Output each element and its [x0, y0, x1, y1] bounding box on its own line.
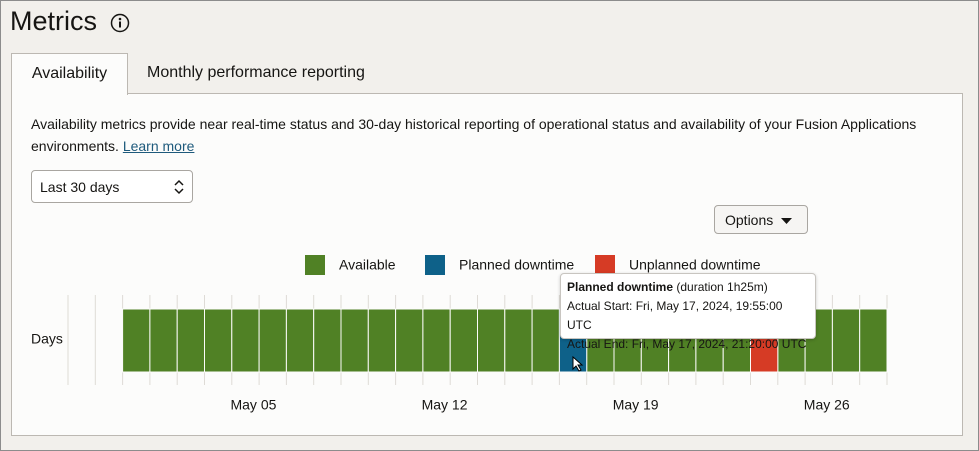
- day-cell: [367, 308, 397, 373]
- legend-swatch: [595, 255, 615, 275]
- learn-more-link[interactable]: Learn more: [122, 138, 195, 154]
- day-cell: [149, 308, 178, 373]
- tooltip: Planned downtime (duration 1h25m) Actual…: [560, 273, 816, 351]
- title-text: Metrics: [10, 6, 97, 36]
- tooltip-header: Planned downtime (duration 1h25m): [567, 278, 809, 297]
- day-cell: [831, 308, 861, 373]
- day-cell: [531, 308, 560, 373]
- x-tick-label: May 26: [804, 397, 850, 413]
- tooltip-title: Planned downtime: [567, 280, 674, 294]
- day-cell: [285, 308, 315, 373]
- x-tick-label: May 19: [613, 397, 659, 413]
- day-cell: [395, 308, 424, 373]
- day-cell: [122, 308, 151, 373]
- legend-swatch: [425, 255, 445, 275]
- day-cell: [449, 308, 479, 373]
- day-cell: [859, 308, 888, 373]
- caret: [781, 218, 792, 224]
- day-cell: [176, 308, 205, 373]
- legend-label: Unplanned downtime: [629, 257, 761, 273]
- day-cell: [204, 308, 233, 373]
- cursor: [572, 355, 584, 372]
- page-title: Metrics: [10, 6, 131, 37]
- legend-label: Available: [339, 257, 396, 273]
- day-cell: [258, 308, 287, 373]
- day-cell: [231, 308, 260, 373]
- day-cell: [422, 308, 451, 373]
- tab-active[interactable]: Availability: [11, 53, 128, 95]
- day-cell: [477, 308, 506, 373]
- select-text: Last 30 days: [40, 179, 120, 195]
- tooltip-end: Actual End: Fri, May 17, 2024, 21:20:00 …: [567, 337, 807, 351]
- legend-label: Planned downtime: [459, 257, 574, 273]
- options-text: Options: [725, 212, 774, 228]
- tab-panel: [11, 93, 963, 436]
- legend-swatch: [305, 255, 325, 275]
- options-button[interactable]: Options: [714, 205, 808, 234]
- tab[interactable]: Monthly performance reporting: [147, 64, 365, 81]
- x-tick-label: May 05: [230, 397, 276, 413]
- select-chevron: [174, 179, 184, 195]
- y-axis-label: Days: [31, 331, 63, 347]
- day-cell: [340, 308, 369, 373]
- day-cell: [504, 308, 533, 373]
- period-select[interactable]: Last 30 days: [31, 170, 193, 203]
- description-text: Availability metrics provide near real-t…: [31, 116, 917, 154]
- tooltip-duration: (duration 1h25m): [676, 280, 768, 294]
- day-cell: [313, 308, 342, 373]
- info-icon[interactable]: [109, 12, 131, 34]
- tooltip-start: Actual Start: Fri, May 17, 2024, 19:55:0…: [567, 299, 783, 332]
- x-tick-label: May 12: [422, 397, 468, 413]
- description: Availability metrics provide near real-t…: [31, 113, 931, 157]
